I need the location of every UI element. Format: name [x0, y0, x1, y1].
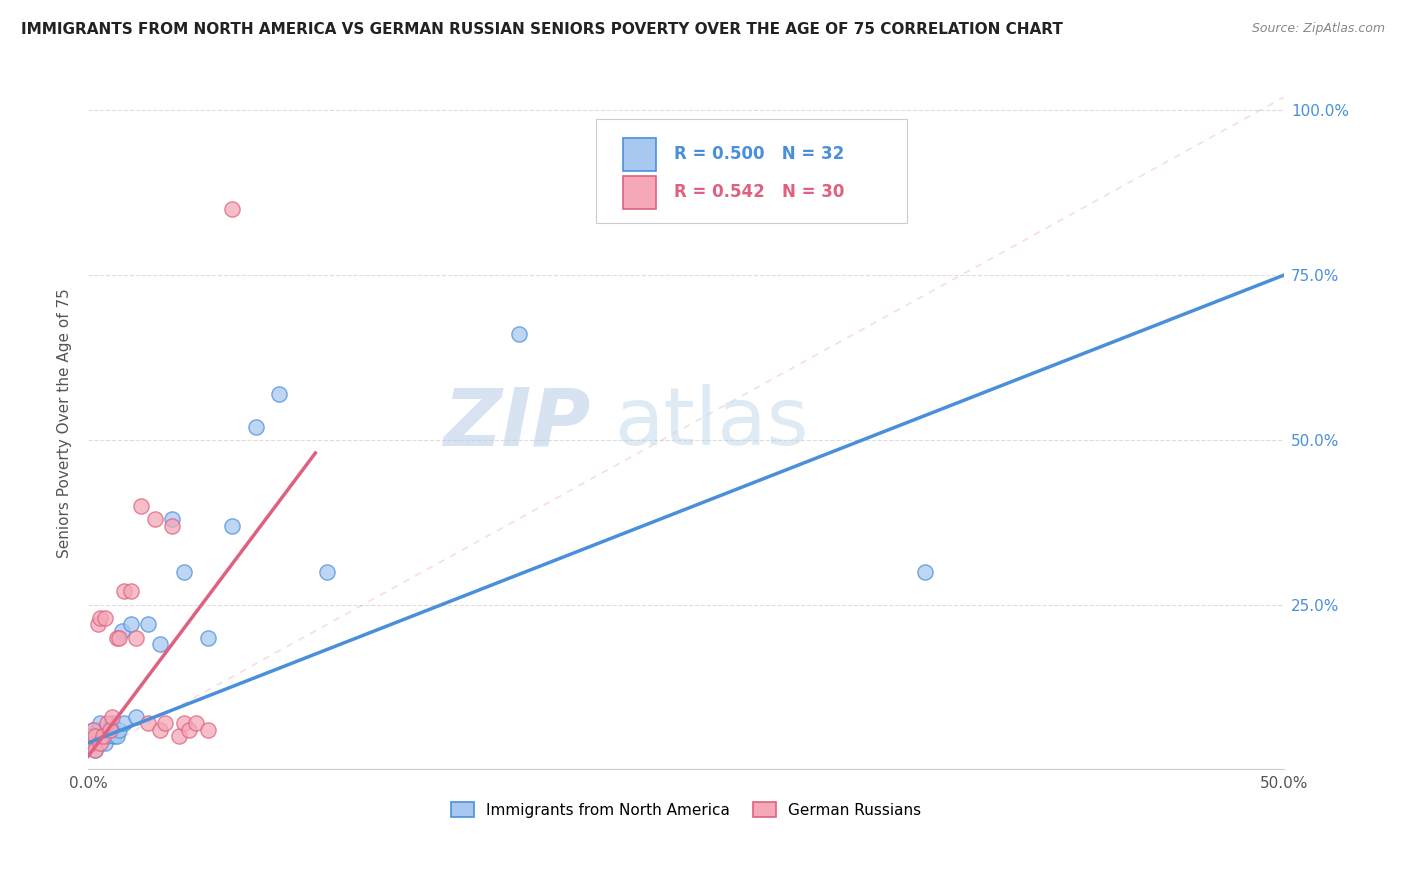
Point [91, 730, 114, 744]
Point [153, 716, 176, 731]
Point [105, 631, 128, 645]
Point [108, 631, 131, 645]
Point [197, 631, 219, 645]
FancyBboxPatch shape [623, 176, 657, 209]
Point [914, 565, 936, 579]
Point [89, 611, 111, 625]
Text: atlas: atlas [614, 384, 808, 462]
Point [269, 386, 291, 401]
Point [94, 611, 117, 625]
Point [84, 730, 107, 744]
Point [84, 742, 107, 756]
Point [82, 736, 104, 750]
Point [98, 723, 121, 737]
Point [108, 723, 131, 737]
Point [96, 730, 118, 744]
Point [112, 584, 135, 599]
Point [160, 518, 183, 533]
Legend: Immigrants from North America, German Russians: Immigrants from North America, German Ru… [444, 797, 927, 824]
Point [197, 723, 219, 737]
FancyBboxPatch shape [596, 119, 907, 223]
Text: ZIP: ZIP [443, 384, 591, 462]
Point [94, 736, 117, 750]
Point [87, 730, 110, 744]
Point [125, 631, 148, 645]
Point [129, 499, 152, 513]
Y-axis label: Seniors Poverty Over the Age of 75: Seniors Poverty Over the Age of 75 [58, 288, 72, 558]
Point [103, 730, 125, 744]
Point [173, 565, 195, 579]
Point [120, 617, 142, 632]
Point [173, 716, 195, 731]
Point [87, 723, 110, 737]
Point [105, 730, 128, 744]
Point [87, 617, 110, 632]
Point [84, 742, 107, 756]
Point [89, 716, 111, 731]
Point [101, 709, 124, 723]
Point [316, 565, 339, 579]
Point [79, 730, 101, 744]
Point [221, 518, 243, 533]
Point [245, 419, 267, 434]
Point [125, 709, 148, 723]
Text: R = 0.500   N = 32: R = 0.500 N = 32 [673, 145, 845, 163]
Point [184, 716, 207, 731]
Point [177, 723, 200, 737]
Point [120, 584, 142, 599]
Point [112, 716, 135, 731]
Text: Source: ZipAtlas.com: Source: ZipAtlas.com [1251, 22, 1385, 36]
Point [160, 512, 183, 526]
FancyBboxPatch shape [623, 137, 657, 171]
Point [82, 736, 104, 750]
Point [101, 716, 124, 731]
Text: R = 0.542   N = 30: R = 0.542 N = 30 [673, 183, 845, 202]
Point [111, 624, 134, 638]
Text: IMMIGRANTS FROM NORTH AMERICA VS GERMAN RUSSIAN SENIORS POVERTY OVER THE AGE OF : IMMIGRANTS FROM NORTH AMERICA VS GERMAN … [21, 22, 1063, 37]
Point [136, 617, 159, 632]
Point [143, 512, 166, 526]
Point [79, 730, 101, 744]
Point [82, 723, 104, 737]
Point [149, 637, 172, 651]
Point [508, 327, 530, 342]
Point [98, 723, 121, 737]
Point [89, 736, 111, 750]
Point [91, 730, 114, 744]
Point [136, 716, 159, 731]
Point [221, 202, 243, 217]
Point [82, 723, 104, 737]
Point [149, 723, 172, 737]
Point [96, 716, 118, 731]
Point [89, 736, 111, 750]
Point [167, 730, 190, 744]
Point [84, 730, 107, 744]
